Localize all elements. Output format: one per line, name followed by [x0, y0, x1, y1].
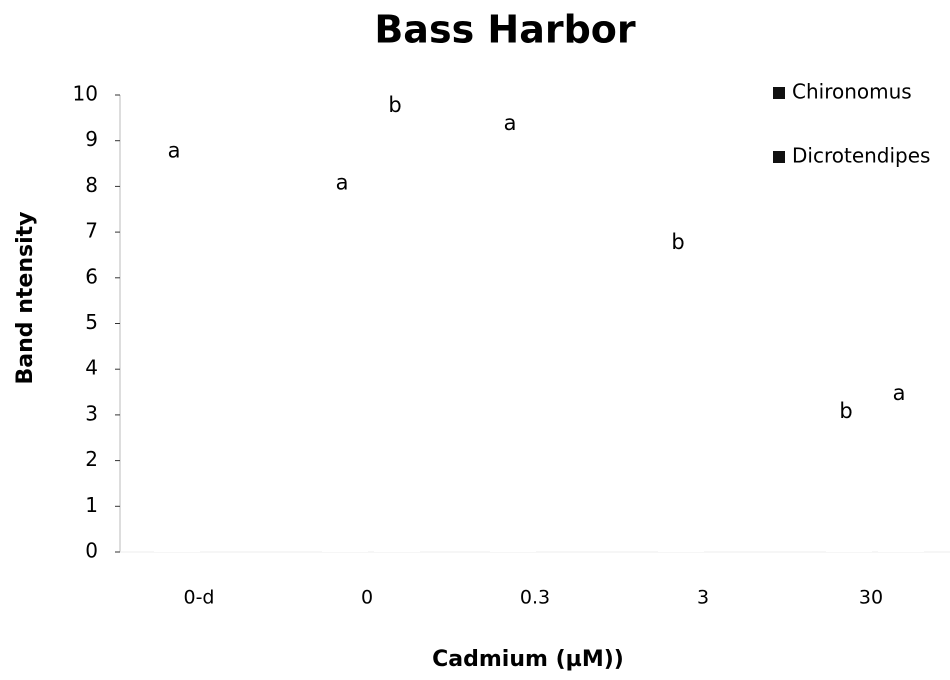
bar [154, 163, 200, 553]
annotation: b [388, 93, 401, 117]
legend-swatch [773, 87, 785, 99]
x-axis-label: Cadmium (µM)) [432, 647, 624, 672]
chart-title: Bass Harbor [374, 8, 636, 52]
bar [658, 254, 704, 552]
y-tick-label: 5 [85, 310, 98, 334]
y-axis-label: Band ntensity [13, 212, 38, 385]
annotation: b [839, 399, 852, 423]
x-tick-label: 0.3 [520, 587, 550, 609]
annotation: a [336, 171, 349, 195]
bar [490, 136, 536, 552]
y-tick-label: 3 [85, 401, 98, 425]
annotation: a [504, 111, 517, 135]
annotation: b [671, 230, 684, 254]
legend-label: Dicrotendipes [792, 144, 930, 168]
legend-swatch [773, 151, 785, 163]
bar [322, 195, 368, 553]
y-tick-label: 6 [85, 264, 98, 288]
bar [878, 405, 924, 552]
annotation: a [893, 381, 906, 405]
x-tick-label: 30 [859, 587, 883, 609]
y-tick-label: 4 [85, 356, 98, 380]
y-tick-label: 0 [85, 539, 98, 563]
y-tick-label: 1 [85, 493, 98, 517]
bar [826, 424, 872, 552]
annotation: a [168, 139, 181, 163]
x-tick-label: 0-d [183, 587, 214, 609]
y-tick-label: 7 [85, 219, 98, 243]
y-tick-label: 9 [85, 127, 98, 151]
y-tick-label: 2 [85, 447, 98, 471]
x-tick-label: 3 [697, 587, 709, 609]
bar [374, 117, 420, 552]
y-tick-label: 8 [85, 173, 98, 197]
x-tick-label: 0 [361, 587, 373, 609]
y-tick-label: 10 [73, 82, 98, 106]
legend-label: Chironomus [792, 80, 912, 104]
